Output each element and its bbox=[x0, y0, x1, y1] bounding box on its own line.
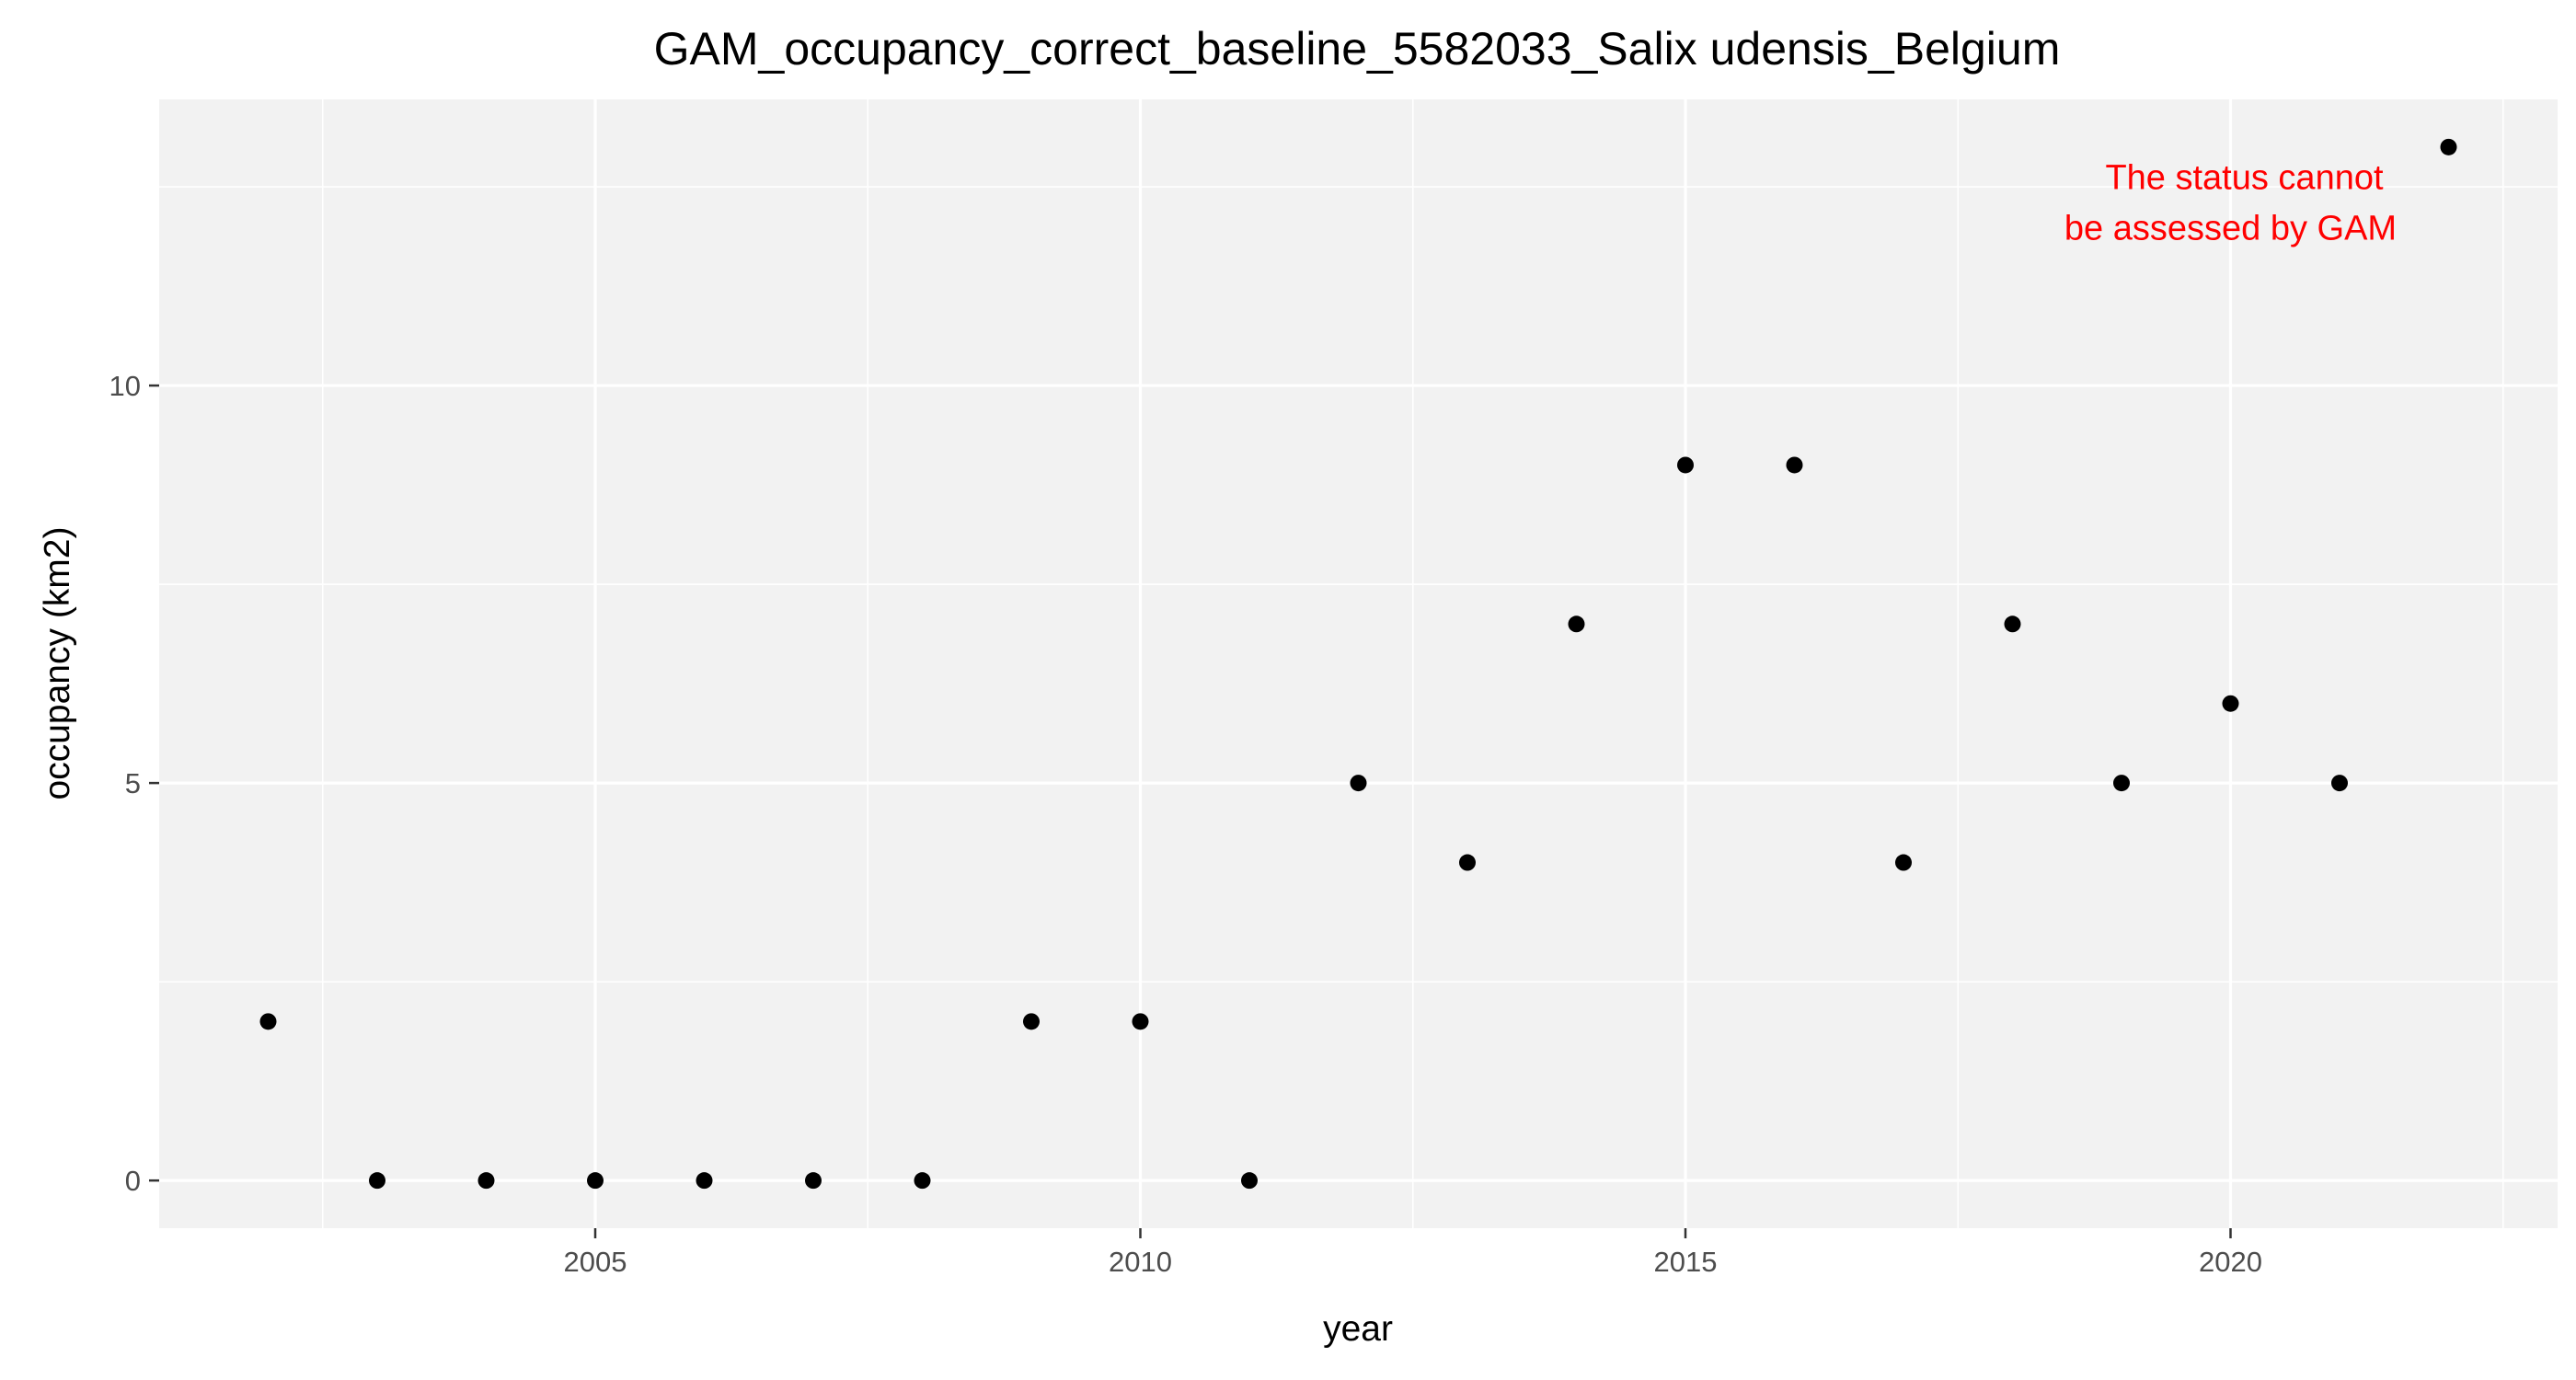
x-tick-label: 2010 bbox=[1109, 1246, 1172, 1278]
tick-labels: 2005 2010 2015 2020 0 5 10 bbox=[109, 370, 2262, 1278]
data-point bbox=[2222, 695, 2239, 712]
data-point bbox=[1786, 456, 1803, 474]
data-point bbox=[1023, 1013, 1040, 1030]
data-point bbox=[587, 1172, 604, 1190]
data-point bbox=[1350, 775, 1367, 792]
y-tick-label: 10 bbox=[109, 370, 141, 402]
plot-panel bbox=[159, 99, 2558, 1228]
data-point bbox=[2440, 138, 2457, 155]
data-point bbox=[477, 1172, 495, 1190]
data-point bbox=[1568, 615, 1585, 633]
x-axis-label: year bbox=[1323, 1309, 1393, 1349]
data-point bbox=[2331, 775, 2348, 792]
data-point bbox=[1895, 854, 1912, 871]
data-point bbox=[1459, 854, 1476, 871]
chart-title: GAM_occupancy_correct_baseline_5582033_S… bbox=[654, 23, 2061, 75]
data-point bbox=[914, 1172, 931, 1190]
y-tick-label: 0 bbox=[125, 1165, 141, 1197]
minor-gridlines bbox=[159, 99, 2558, 1228]
data-point bbox=[1132, 1013, 1149, 1030]
data-points bbox=[259, 138, 2457, 1190]
y-axis-label: occupancy (km2) bbox=[38, 527, 77, 800]
y-tick-label: 5 bbox=[125, 767, 141, 799]
data-point bbox=[805, 1172, 822, 1190]
data-point bbox=[2113, 775, 2130, 792]
data-point bbox=[696, 1172, 713, 1190]
x-tick-label: 2005 bbox=[564, 1246, 627, 1278]
annotation-line-2: be assessed by GAM bbox=[2064, 209, 2397, 247]
data-point bbox=[1241, 1172, 1258, 1190]
data-point bbox=[369, 1172, 385, 1190]
status-annotation: The status cannot be assessed by GAM bbox=[2064, 158, 2397, 247]
x-tick-label: 2020 bbox=[2199, 1246, 2262, 1278]
data-point bbox=[2004, 615, 2021, 633]
x-tick-label: 2015 bbox=[1654, 1246, 1718, 1278]
annotation-line-1: The status cannot bbox=[2105, 158, 2384, 197]
data-point bbox=[1677, 456, 1694, 474]
data-point bbox=[259, 1013, 277, 1030]
axis-ticks bbox=[149, 384, 2232, 1238]
